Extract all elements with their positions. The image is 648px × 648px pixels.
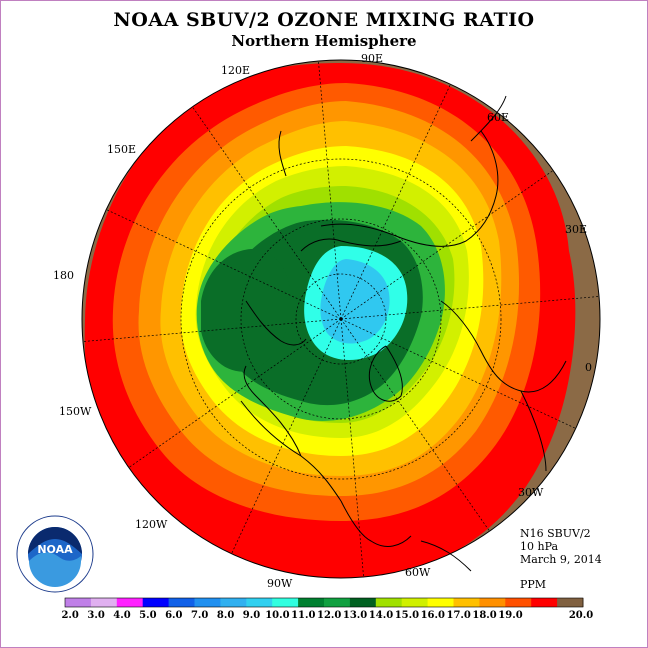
meridian-line xyxy=(340,84,451,320)
colorbar-swatch xyxy=(65,598,92,607)
meridian-line xyxy=(192,106,342,320)
meridian-line xyxy=(340,296,600,320)
logo-text: NOAA xyxy=(37,543,73,556)
meridian-line xyxy=(82,318,342,342)
colorbar-swatch xyxy=(90,598,118,607)
meridian-line xyxy=(318,60,342,320)
colorbar: 2.0 3.0 4.0 5.0 6.0 7.0 8.0 9.0 10.0 11.0 12.0 13.0… xyxy=(61,597,593,621)
colorbar-tick-label: 7.0 xyxy=(191,610,208,621)
lon-label-90e: 90E xyxy=(361,52,383,65)
coastline-central-america xyxy=(340,500,412,547)
colorbar-tick-label: 17.0 xyxy=(447,610,471,621)
colorbar-swatch xyxy=(531,598,558,607)
colorbar-swatch xyxy=(505,598,532,607)
colorbar-tick-label: 5.0 xyxy=(139,610,156,621)
colorbar-swatch xyxy=(246,598,273,607)
meridian-line xyxy=(340,318,364,578)
lon-label-150e: 150E xyxy=(107,143,136,156)
graticule xyxy=(82,60,600,578)
colorbar-swatch xyxy=(349,598,377,607)
coastline-japan xyxy=(278,130,287,177)
meridian-line xyxy=(340,170,554,320)
colorbar-swatch xyxy=(298,598,325,607)
colorbar-swatch xyxy=(479,598,506,607)
instrument-label: N16 SBUV/2 xyxy=(520,527,591,540)
map-border xyxy=(81,59,601,579)
meridian-line xyxy=(231,318,342,554)
meridian-line xyxy=(340,318,576,429)
contour-9ppm xyxy=(320,259,390,344)
latitude-circle xyxy=(240,218,442,420)
colorbar-tick-label: 19.0 xyxy=(498,610,522,621)
colorbar-tick-label: 2.0 xyxy=(61,610,78,621)
colorbar-tick-label: 20.0 xyxy=(569,610,593,621)
colorbar-tick-label: 10.0 xyxy=(265,610,289,621)
colorbar-swatch xyxy=(220,598,247,607)
longitude-labels: 90E 60E 30E 0 30W 60W 90W 120W 150W 180 … xyxy=(53,52,592,590)
colorbar-tick-label: 6.0 xyxy=(165,610,182,621)
colorbar-tick-label: 13.0 xyxy=(343,610,367,621)
colorbar-tick-label: 16.0 xyxy=(421,610,445,621)
latitude-circle xyxy=(295,273,387,365)
colorbar-swatch xyxy=(272,598,299,607)
colorbar-swatch xyxy=(375,598,403,607)
colorbar-swatch xyxy=(142,598,170,607)
colorbar-swatch xyxy=(168,598,195,607)
lon-label-60e: 60E xyxy=(487,111,509,124)
colorbar-tick-label: 14.0 xyxy=(369,610,393,621)
colorbar-tick-label: 9.0 xyxy=(243,610,260,621)
date-label: March 9, 2014 xyxy=(520,553,602,566)
coastlines xyxy=(240,95,567,572)
colorbar-tick-label: 3.0 xyxy=(87,610,104,621)
lon-label-60w: 60W xyxy=(405,566,431,579)
coastline-alaska xyxy=(245,300,307,346)
meridians xyxy=(82,60,600,578)
colorbar-swatch xyxy=(557,598,584,607)
coastline-europe xyxy=(440,300,567,393)
units-label: PPM xyxy=(520,578,547,591)
meridian-line xyxy=(128,318,342,468)
contour-11ppm-lobe xyxy=(201,249,291,372)
coastline-greenland xyxy=(368,345,403,402)
page-title: NOAA SBUV/2 OZONE MIXING RATIO xyxy=(113,9,535,31)
lon-label-180: 180 xyxy=(53,269,74,282)
colorbar-tick-label: 11.0 xyxy=(291,610,315,621)
colorbar-swatch xyxy=(427,598,454,607)
coastline-south-america xyxy=(420,540,472,572)
meridian-line xyxy=(340,318,490,532)
coastline-eurasia-north xyxy=(300,238,402,252)
meridian-line xyxy=(106,209,342,320)
coastline-india xyxy=(470,95,507,142)
coastline-africa xyxy=(520,390,547,472)
colorbar-border xyxy=(64,597,584,608)
lon-label-30e: 30E xyxy=(565,223,587,236)
colorbar-tick-label: 8.0 xyxy=(217,610,234,621)
coastline-asia xyxy=(320,130,499,247)
lon-label-150w: 150W xyxy=(59,405,92,418)
colorbar-tick-label: 15.0 xyxy=(395,610,419,621)
lon-label-120e: 120E xyxy=(221,64,250,77)
page-subtitle: Northern Hemisphere xyxy=(231,32,417,50)
lon-label-120w: 120W xyxy=(135,518,168,531)
lon-label-90w: 90W xyxy=(267,577,293,590)
colorbar-swatch xyxy=(401,598,429,607)
noaa-logo: NOAA xyxy=(16,515,94,593)
latitude-circle xyxy=(180,158,502,480)
info-block: N16 SBUV/2 10 hPa March 9, 2014 PPM xyxy=(520,527,602,591)
colorbar-swatch xyxy=(194,598,221,607)
ozone-contour-fill xyxy=(82,60,600,578)
colorbar-swatch xyxy=(116,598,144,607)
colorbar-tick-label: 18.0 xyxy=(472,610,496,621)
colorbar-tick-label: 4.0 xyxy=(113,610,130,621)
colorbar-swatch xyxy=(453,598,480,607)
lon-label-30w: 30W xyxy=(518,486,544,499)
coastline-north-america xyxy=(240,365,342,502)
pressure-level-label: 10 hPa xyxy=(520,540,559,553)
lon-label-0: 0 xyxy=(585,361,592,374)
colorbar-swatch xyxy=(324,598,351,607)
colorbar-tick-label: 12.0 xyxy=(317,610,341,621)
